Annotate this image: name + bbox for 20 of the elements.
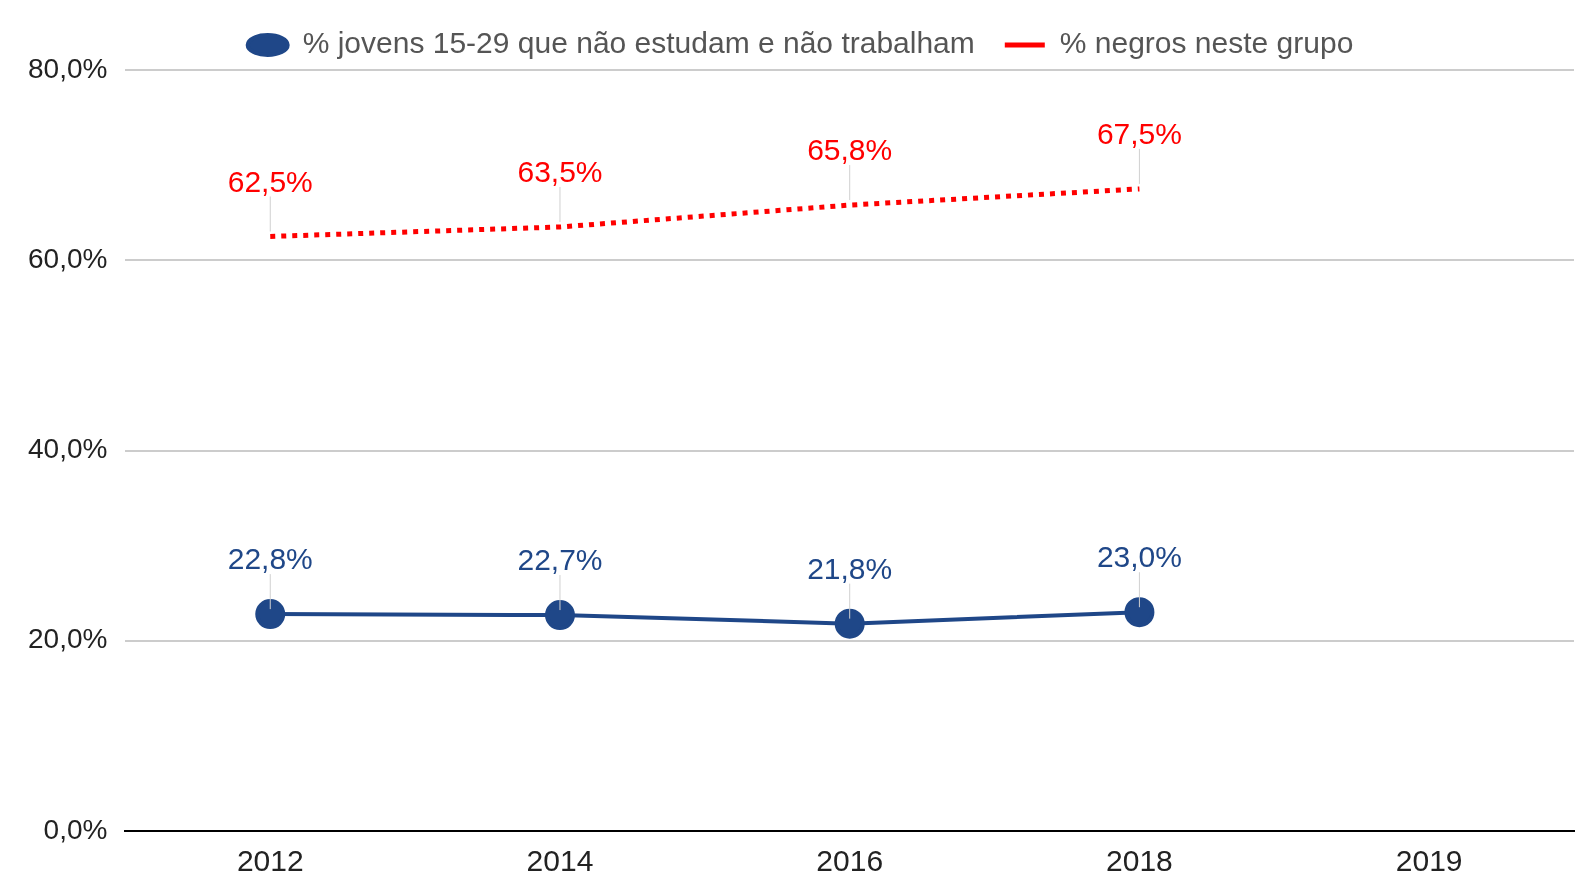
data-label: 62,5% [227, 164, 313, 198]
y-tick-label: 0,0% [43, 813, 108, 845]
y-tick-label: 40,0% [27, 433, 108, 465]
x-tick-label: 2012 [236, 844, 304, 878]
legend-label: % negros neste grupo [1059, 26, 1354, 60]
data-label: 21,8% [807, 551, 893, 585]
data-label: 67,5% [1096, 117, 1182, 151]
x-tick-label: 2016 [816, 844, 884, 878]
y-tick-label: 60,0% [27, 242, 108, 274]
data-label: 65,8% [807, 133, 893, 167]
data-label: 63,5% [517, 155, 603, 189]
y-tick-label: 80,0% [27, 52, 108, 84]
data-label: 22,8% [227, 542, 313, 576]
x-tick-label: 2019 [1395, 844, 1463, 878]
data-label: 22,7% [517, 543, 603, 577]
legend-label: % jovens 15-29 que não estudam e não trabalham [302, 26, 975, 60]
data-label: 23,0% [1096, 540, 1182, 574]
y-tick-label: 20,0% [27, 623, 108, 655]
x-tick-label: 2018 [1106, 844, 1173, 878]
x-tick-label: 2014 [526, 844, 594, 878]
